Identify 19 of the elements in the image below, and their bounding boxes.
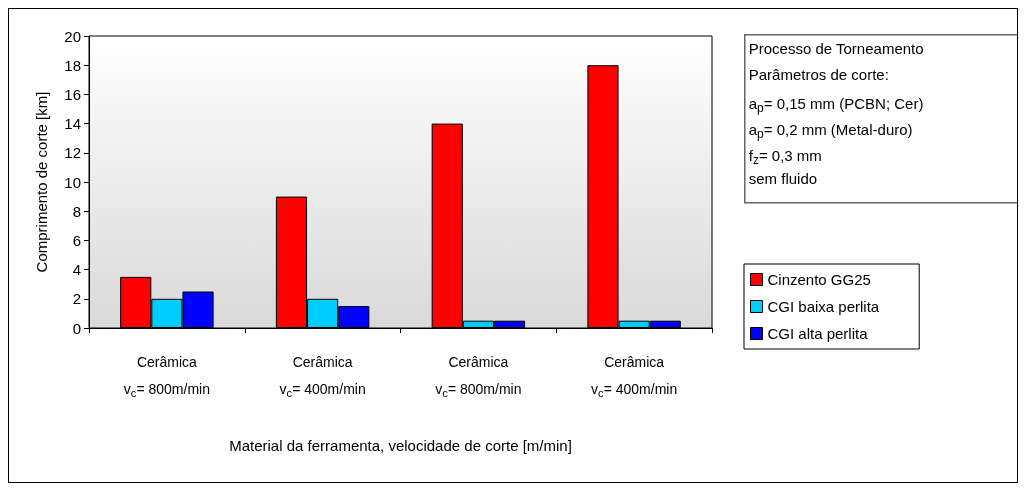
y-tick-label: 8: [72, 202, 81, 220]
y-tick-label: 4: [72, 261, 81, 279]
text: sem fluido: [748, 169, 818, 187]
y-tick-label: 6: [72, 231, 81, 249]
y-tick-label: 10: [64, 173, 81, 191]
y-tick-label: 12: [64, 144, 81, 162]
y-tick-label: 16: [64, 85, 81, 103]
text: Processo de Torneamento: [748, 39, 924, 57]
y-tick-label: 14: [64, 115, 81, 133]
legend-label: Cinzento GG25: [767, 271, 871, 288]
y-tick-label: 18: [64, 56, 81, 74]
y-axis-title: Comprimento de corte [km]: [33, 91, 50, 273]
y-tick-label: 20: [64, 27, 81, 45]
x-axis-title: Material da ferramenta, velocidade de corte [m/min]: [229, 437, 572, 454]
text: Parâmetros de corte:: [748, 65, 889, 83]
legend-label: CGI baixa perlita: [767, 298, 880, 315]
y-tick-label: 2: [72, 290, 81, 308]
y-tick-label: 0: [72, 319, 81, 337]
legend-label: CGI alta perlita: [767, 325, 869, 342]
